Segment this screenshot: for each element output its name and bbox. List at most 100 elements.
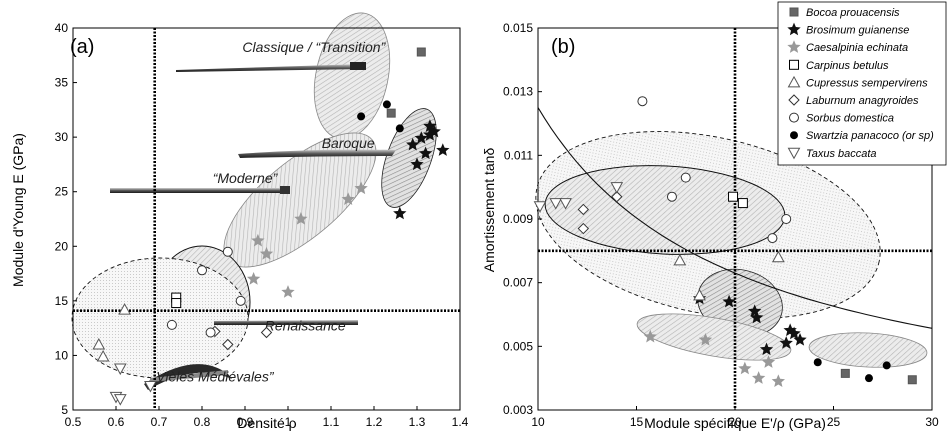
legend-label-caesalpinia-echinata: Caesalpinia echinata [806, 42, 908, 54]
point-sorbus-domestica [680, 172, 691, 183]
legend-marker-bocoa-prouacensis [789, 7, 799, 17]
panel-a-x-tick-label: 1.3 [409, 415, 426, 429]
point-sorbus-domestica [767, 233, 778, 244]
panel-a-plot-frame [72, 27, 461, 411]
panel-a-series-carpinus-betulus [171, 292, 182, 309]
panel-a-x-axis-label: Densité ρ [237, 415, 296, 431]
point-caesalpinia-echinata [761, 355, 776, 368]
point-carpinus-betulus [728, 191, 739, 202]
point-laburnum-anagyroides [611, 191, 623, 203]
point-laburnum-anagyroides [577, 222, 590, 235]
panel-b-series-brosimum-guianense [692, 291, 807, 356]
panel-a-reference-lines [73, 28, 460, 410]
point-swartzia-panacoco-or-sp [382, 100, 391, 109]
point-brosimum-guianense [427, 124, 441, 138]
panel-a-series-cupressus-sempervirens [92, 303, 131, 362]
panel-a-series-swartzia-panacoco-or-sp [357, 100, 404, 133]
panel-b-series-sorbus-domestica [637, 96, 792, 244]
legend-marker-cupressus-sempervirens [787, 75, 801, 88]
panel-b-y-tick-label: 0.015 [503, 21, 533, 35]
legend-label-sorbus-domestica: Sorbus domestica [806, 113, 894, 125]
panel-a-x-tick-label: 0.5 [65, 415, 82, 429]
point-sorbus-domestica [205, 327, 216, 338]
panel-a-series-taxus-baccata [109, 363, 157, 406]
panel-a-x-tick-label: 1.2 [366, 415, 383, 429]
point-laburnum-anagyroides [222, 338, 234, 351]
point-brosimum-guianense [406, 137, 420, 151]
legend-marker-sorbus-domestica [789, 112, 799, 123]
point-cupressus-sempervirens [693, 288, 706, 301]
legend-marker-swartzia-panacoco-or-sp [790, 131, 798, 140]
panel-b-series-bocoa-prouacensis [840, 368, 917, 385]
point-bocoa-prouacensis [907, 375, 917, 385]
point-taxus-baccata [113, 394, 127, 406]
point-caesalpinia-echinata [738, 361, 752, 375]
panel-a-regions [71, 12, 437, 379]
point-sorbus-domestica [637, 96, 648, 107]
panel-b-y-tick-label: 0.013 [503, 85, 533, 99]
point-caesalpinia-echinata [643, 329, 657, 343]
point-sorbus-domestica [235, 295, 246, 306]
legend-label-taxus-baccata: Taxus baccata [806, 148, 877, 160]
point-brosimum-guianense [414, 131, 428, 144]
point-caesalpinia-echinata [341, 192, 355, 206]
point-laburnum-anagyroides [260, 326, 273, 339]
panel-a-x-tick-label: 0.8 [194, 415, 211, 429]
panel-b-reference-lines [538, 28, 932, 410]
point-brosimum-guianense [393, 206, 407, 220]
point-brosimum-guianense [436, 143, 450, 156]
panel-a-ticks: 0.5 0.6 0.7 0.8 0.9 1 1.1 1.2 1.3 1.4 5 10 15 20 25 30 3… [55, 21, 469, 429]
panel-b-y-tick-label: 0.009 [503, 212, 533, 226]
panel-a-x-tick-label: 1 [285, 415, 292, 429]
point-caesalpinia-echinata [294, 212, 308, 225]
panel-b-x-tick-label: 15 [630, 415, 644, 429]
panel-a-points [92, 47, 450, 406]
legend: Bocoa prouacensis Brosimum guianense Caesa… [777, 1, 947, 166]
point-brosimum-guianense [779, 336, 793, 349]
panel-a-y-tick-label: 10 [55, 348, 69, 362]
annotation-baroque: Baroque [322, 135, 375, 151]
point-swartzia-panacoco-or-sp [813, 358, 822, 367]
panel-a-y-tick-label: 40 [55, 21, 69, 35]
annotation-moderne: “Moderne” [213, 170, 279, 186]
panel-a-series-brosimum-guianense [393, 119, 450, 220]
point-swartzia-panacoco-or-sp [357, 112, 366, 121]
point-sorbus-domestica [166, 319, 177, 330]
panel-a-x-tick-label: 0.7 [151, 415, 168, 429]
panel-a-x-tick-label: 0.6 [108, 415, 125, 429]
panel-b-x-tick-label: 25 [827, 415, 841, 429]
panel-a-annotations: Classique / “Transition” Baroque “Moderne”… [156, 39, 386, 385]
point-taxus-baccata [559, 198, 572, 210]
classique-bow-drawing [176, 62, 366, 72]
panel-b-y-tick-label: 0.007 [503, 276, 533, 290]
point-brosimum-guianense [423, 119, 437, 132]
panel-a-axes [72, 27, 461, 411]
point-brosimum-guianense [722, 294, 736, 308]
legend-label-bocoa-prouacensis: Bocoa prouacensis [806, 7, 900, 19]
point-brosimum-guianense [418, 146, 433, 160]
point-cupressus-sempervirens [673, 253, 687, 266]
panel-a-x-tick-label: 1.4 [452, 415, 469, 429]
point-brosimum-guianense [793, 332, 807, 346]
point-cupressus-sempervirens [118, 303, 131, 315]
point-sorbus-domestica [781, 214, 792, 224]
renaissance-bow-drawing [214, 320, 358, 325]
point-caesalpinia-echinata [246, 272, 261, 285]
point-caesalpinia-echinata [251, 233, 265, 247]
panel-a-x-tick-label: 0.9 [237, 415, 254, 429]
legend-box [777, 1, 947, 166]
point-sorbus-domestica [222, 246, 233, 257]
point-caesalpinia-echinata [751, 371, 766, 384]
medieval-bow-drawing [144, 364, 232, 390]
panel-b-series-cupressus-sempervirens [673, 250, 785, 301]
panel-b-series-caesalpinia-echinata [643, 329, 785, 388]
panel-b-ticks: 10 15 20 25 30 0.003 0.005 0.007 0.009 0.011 0.013… [503, 21, 939, 429]
panel-b-y-tick-label: 0.003 [503, 403, 533, 417]
panel-b-x-tick-label: 10 [531, 415, 545, 429]
point-cupressus-sempervirens [96, 349, 110, 362]
panel-a-y-tick-label: 5 [61, 403, 68, 417]
point-taxus-baccata [533, 201, 547, 213]
point-taxus-baccata [144, 380, 157, 393]
panel-a-y-tick-label: 30 [55, 130, 69, 144]
